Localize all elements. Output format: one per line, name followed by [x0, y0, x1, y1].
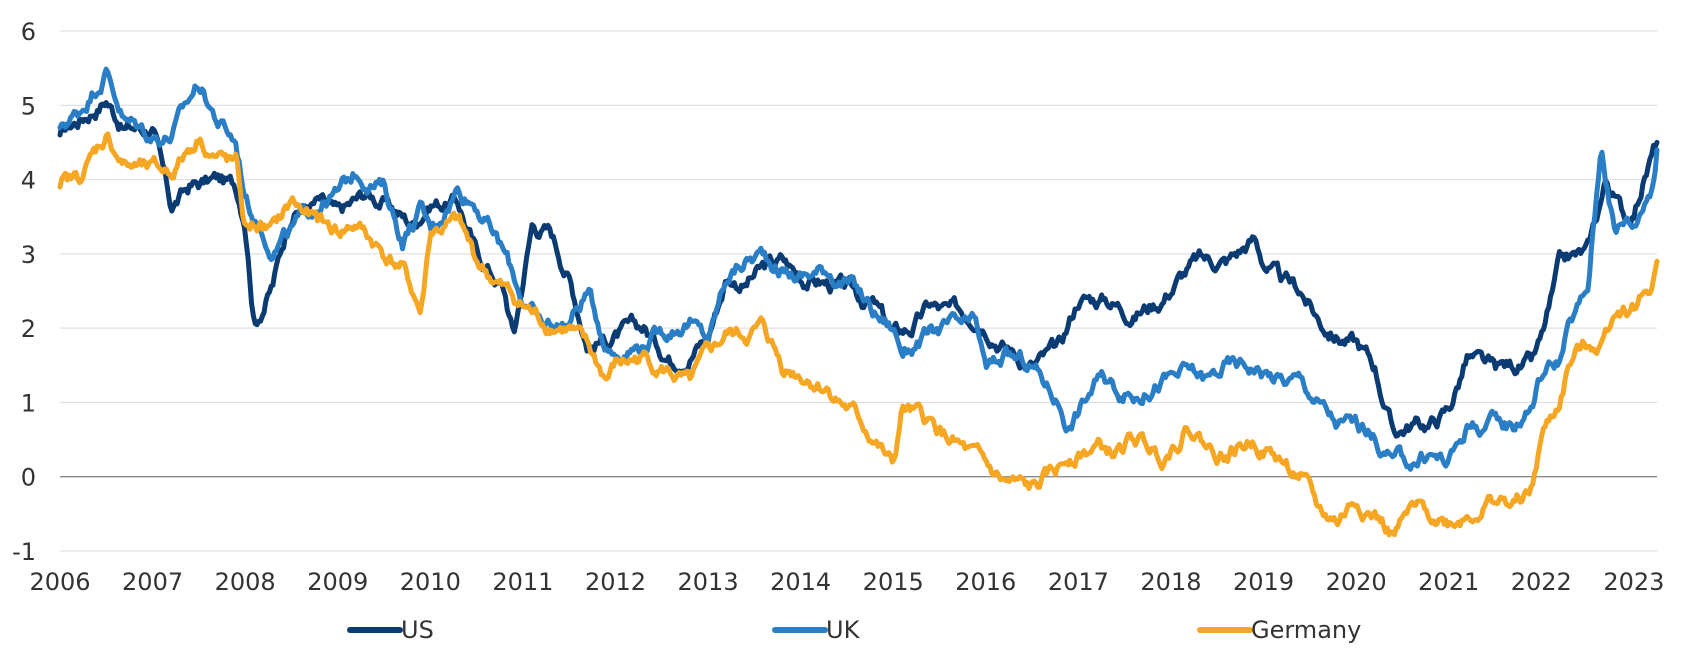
x-tick-label: 2014 [770, 568, 831, 596]
x-tick-label: 2009 [307, 568, 368, 596]
gridlines [60, 30, 1657, 552]
y-tick-label: 6 [21, 18, 36, 46]
legend-label-uk: UK [826, 616, 861, 644]
series-line-uk [57, 66, 1660, 472]
x-tick-label: 2019 [1233, 568, 1294, 596]
legend-label-us: US [401, 616, 434, 644]
x-tick-label: 2006 [29, 568, 90, 596]
y-tick-label: 3 [21, 241, 36, 269]
x-tick-label: 2016 [955, 568, 1016, 596]
x-tick-label: 2020 [1326, 568, 1387, 596]
x-tick-label: 2011 [492, 568, 553, 596]
x-tick-label: 2010 [400, 568, 461, 596]
series-line-germany [57, 131, 1660, 538]
x-tick-label: 2007 [122, 568, 183, 596]
x-tick-label: 2017 [1048, 568, 1109, 596]
y-tick-label: 2 [21, 315, 36, 343]
x-tick-label: 2023 [1603, 568, 1664, 596]
y-tick-label: 5 [21, 92, 36, 120]
x-tick-label: 2013 [678, 568, 739, 596]
y-tick-label: -1 [12, 538, 36, 566]
x-tick-label: 2022 [1511, 568, 1572, 596]
series-line-us [57, 100, 1660, 439]
x-tick-label: 2008 [215, 568, 276, 596]
series-lines [57, 66, 1660, 538]
y-axis-tick-labels: 6 5 4 3 2 1 0 -1 [12, 18, 36, 566]
x-tick-label: 2015 [863, 568, 924, 596]
y-tick-label: 4 [21, 167, 36, 195]
x-tick-label: 2012 [585, 568, 646, 596]
y-tick-label: 0 [21, 464, 36, 492]
x-tick-label: 2018 [1140, 568, 1201, 596]
x-axis-tick-labels: 2006 2007 2008 2009 2010 2011 2012 2013 2014 2015… [29, 568, 1664, 596]
x-tick-label: 2021 [1418, 568, 1479, 596]
y-tick-label: 1 [21, 389, 36, 417]
legend: US UK Germany [347, 616, 1361, 644]
legend-label-germany: Germany [1251, 616, 1361, 644]
